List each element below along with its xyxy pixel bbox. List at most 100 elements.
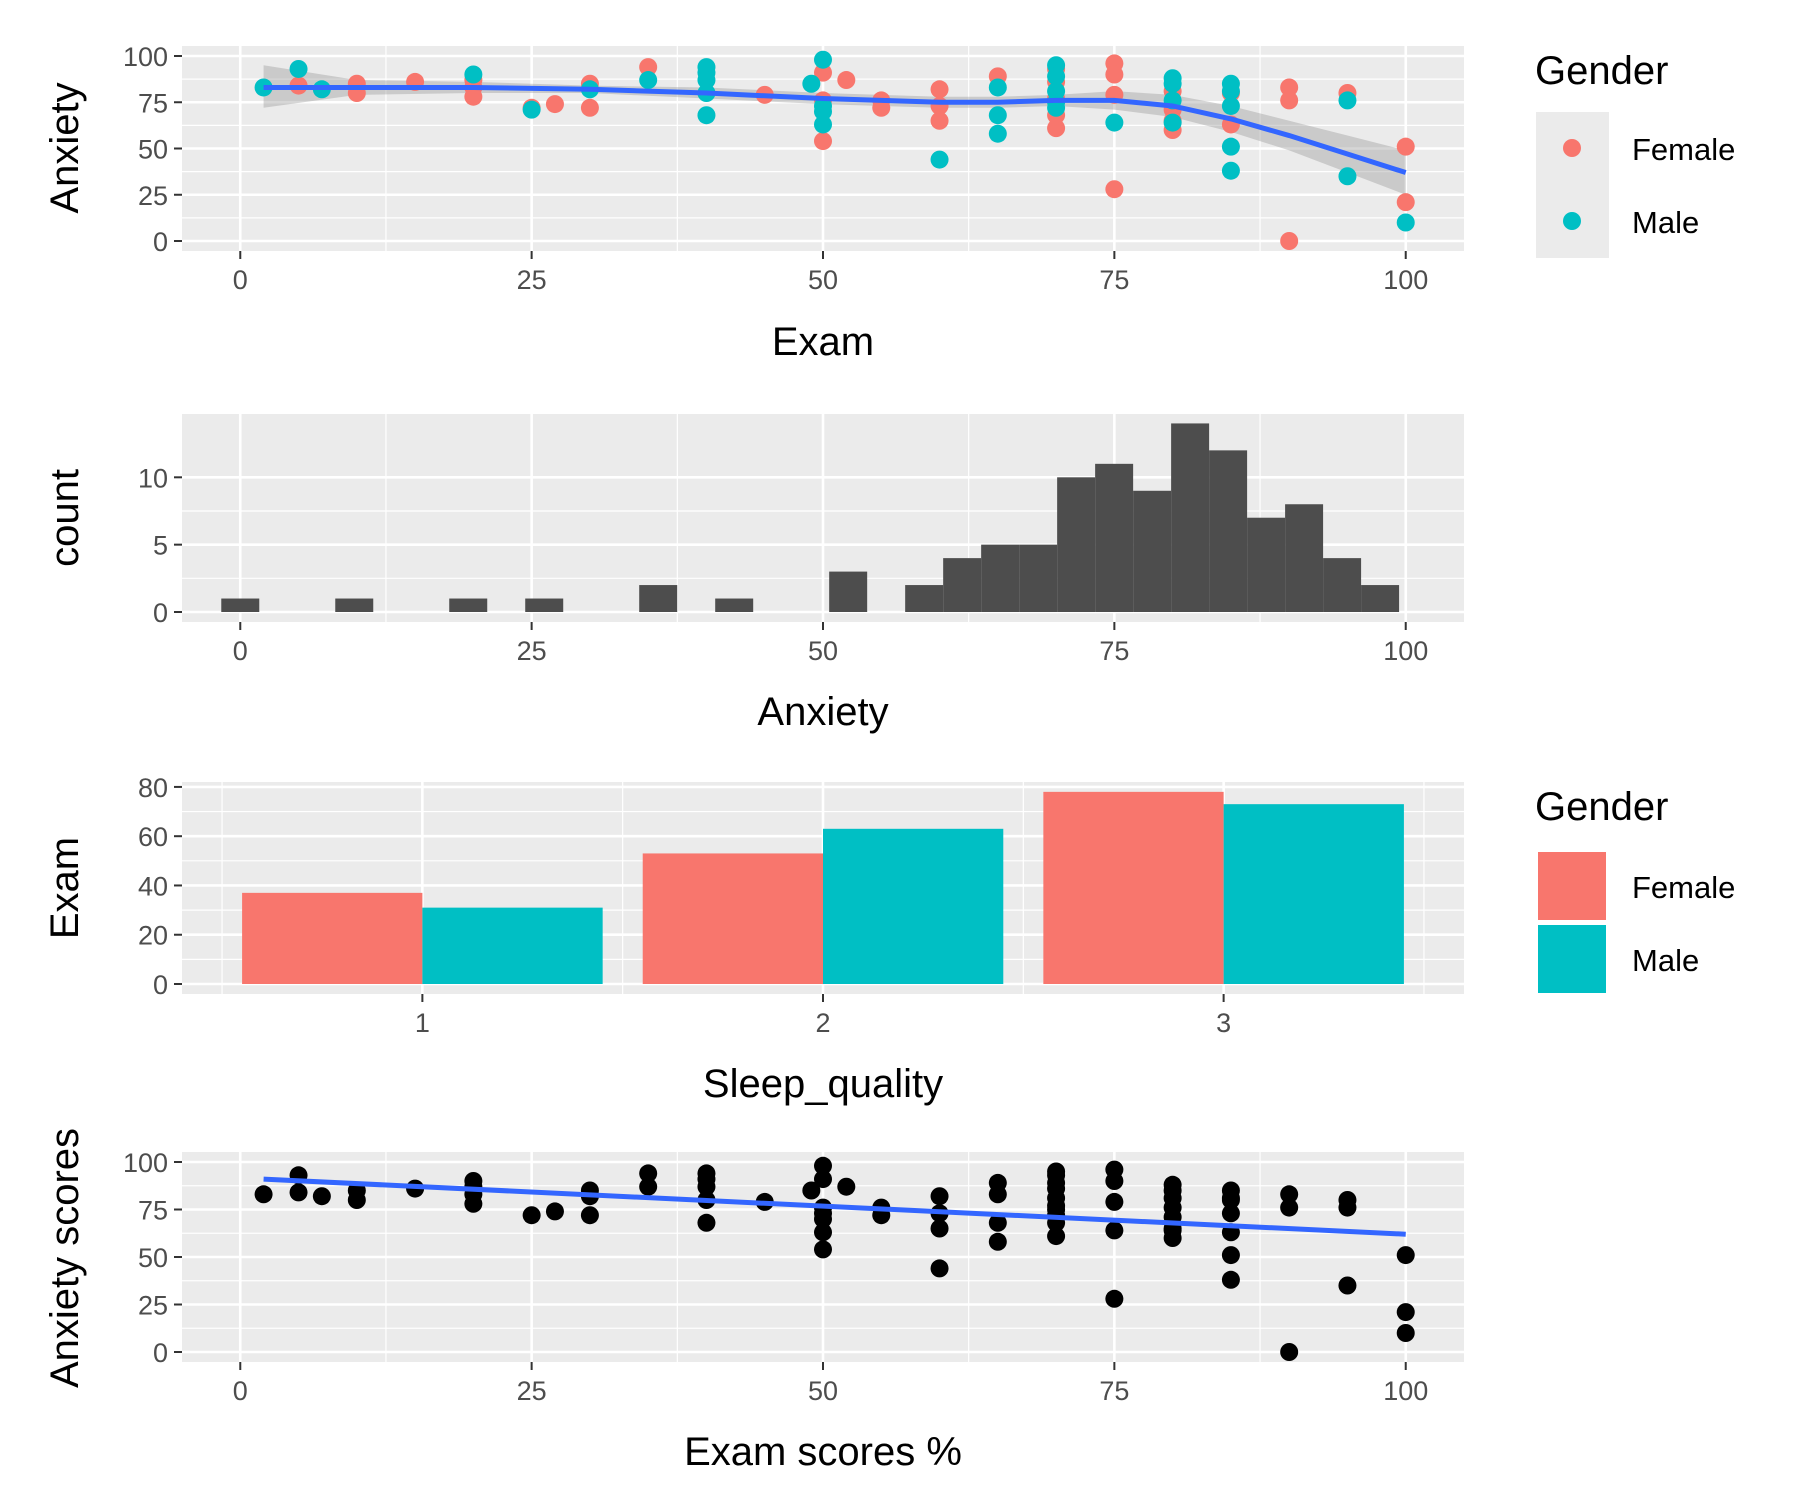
- y-axis-title: Exam: [43, 837, 87, 939]
- point-female: [1047, 119, 1066, 138]
- point: [1280, 1185, 1299, 1204]
- y-axis-title: Anxiety scores: [43, 1128, 87, 1388]
- linear-fit-line: [263, 1176, 1406, 1237]
- x-tick-label: 50: [808, 265, 838, 295]
- point-male: [814, 102, 832, 121]
- x-tick-label: 75: [1099, 1376, 1129, 1406]
- point: [1047, 1227, 1066, 1246]
- x-axis-ticks: 0 25 50 75 100: [233, 622, 1428, 666]
- legend-gender-bars: Gender Female Male: [1535, 785, 1735, 995]
- y-tick-label: 5: [153, 531, 168, 561]
- panel-anxiety-histogram: 0 5 10 0 25 50 75 100 Anxiety count: [43, 414, 1464, 734]
- legend-key-male: [1536, 923, 1608, 995]
- point-male: [814, 50, 832, 69]
- point-male: [464, 65, 483, 84]
- point-male: [697, 106, 716, 125]
- point: [802, 1181, 821, 1200]
- x-tick-label: 100: [1383, 636, 1428, 666]
- x-axis-title: Exam: [772, 320, 874, 364]
- histogram-bar: [221, 598, 260, 612]
- y-tick-label: 25: [138, 181, 168, 211]
- x-axis-title: Exam scores %: [684, 1430, 962, 1474]
- bar-male-sleep-3: [1223, 804, 1404, 984]
- loess-smooth-line: [263, 84, 1407, 175]
- y-tick-label: 100: [123, 42, 168, 72]
- point-male: [988, 106, 1007, 125]
- point-female: [639, 58, 658, 77]
- legend-label-male: Male: [1632, 943, 1699, 978]
- y-axis-ticks: 0 20 40 60 80: [138, 773, 182, 1000]
- histogram-bar: [829, 571, 868, 612]
- panel-anxiety-scores-vs-exam-scores: 0 25 50 75 100 0 25 50 75 100 Exam scores % Anxi…: [43, 1128, 1464, 1474]
- point-female: [1280, 78, 1299, 97]
- y-tick-label: 50: [138, 1243, 168, 1273]
- point: [988, 1185, 1007, 1204]
- point-female: [930, 111, 949, 130]
- y-tick-label: 60: [138, 822, 168, 852]
- point-male: [1221, 137, 1240, 156]
- histogram-bar: [1171, 423, 1210, 612]
- legend-key-male: [1563, 212, 1581, 230]
- x-tick-label: 75: [1099, 636, 1129, 666]
- point: [545, 1202, 564, 1221]
- scatter-points: [254, 50, 1415, 250]
- point-male: [1338, 167, 1357, 186]
- point-female: [1105, 180, 1124, 199]
- bar-female-sleep-1: [242, 892, 423, 984]
- point: [697, 1213, 716, 1232]
- point: [1396, 1324, 1415, 1342]
- y-tick-label: 25: [138, 1291, 168, 1321]
- point-male: [1105, 113, 1124, 132]
- point: [814, 1156, 832, 1175]
- point: [347, 1191, 366, 1209]
- point-male: [988, 124, 1007, 143]
- point-male: [289, 59, 308, 78]
- y-axis-ticks: 0 5 10: [138, 463, 182, 628]
- legend-label-female: Female: [1632, 870, 1735, 905]
- point-male: [522, 100, 541, 119]
- histogram-bar: [525, 598, 564, 612]
- x-axis-ticks: 0 25 50 75 100: [233, 251, 1428, 295]
- point-female: [930, 80, 949, 99]
- x-tick-label: 0: [233, 265, 248, 295]
- legend-label-female: Female: [1632, 132, 1735, 167]
- point-male: [930, 150, 949, 169]
- legend-label-male: Male: [1632, 205, 1699, 240]
- histogram-bar: [905, 585, 944, 612]
- x-tick-label: 50: [808, 636, 838, 666]
- y-tick-label: 0: [153, 1338, 168, 1368]
- y-axis-ticks: 0 25 50 75 100: [123, 1148, 182, 1368]
- x-axis-ticks: 0 25 50 75 100: [233, 1362, 1428, 1406]
- x-tick-label: 1: [415, 1008, 430, 1038]
- x-axis-title: Anxiety: [757, 690, 888, 734]
- point: [1105, 1289, 1124, 1308]
- point-male: [1338, 91, 1357, 110]
- point: [312, 1187, 331, 1206]
- point: [837, 1177, 856, 1196]
- x-tick-label: 50: [808, 1376, 838, 1406]
- point: [1163, 1229, 1182, 1247]
- point-female: [1105, 65, 1124, 84]
- y-tick-label: 100: [123, 1148, 168, 1178]
- histogram-bar: [1133, 490, 1172, 612]
- histogram-bar: [1209, 450, 1248, 612]
- point: [1105, 1172, 1124, 1190]
- bar-female-sleep-2: [642, 853, 823, 984]
- x-tick-label: 25: [517, 636, 547, 666]
- point: [1221, 1204, 1240, 1223]
- point: [697, 1177, 716, 1196]
- legend-key-background: [1536, 112, 1609, 258]
- legend-gender-points: Gender Female Male: [1535, 49, 1735, 258]
- histogram-bar: [715, 598, 754, 612]
- bar-male-sleep-2: [823, 828, 1004, 984]
- histogram-bar: [449, 598, 488, 612]
- point-male: [802, 74, 821, 93]
- point: [1338, 1198, 1357, 1217]
- point: [639, 1164, 658, 1183]
- x-tick-label: 0: [233, 636, 248, 666]
- y-axis-title: count: [43, 469, 87, 567]
- point: [814, 1223, 832, 1242]
- panel-exam-by-sleep-quality: 0 20 40 60 80 1 2 3 Sleep_quality Exam: [43, 773, 1464, 1106]
- y-tick-label: 0: [153, 227, 168, 257]
